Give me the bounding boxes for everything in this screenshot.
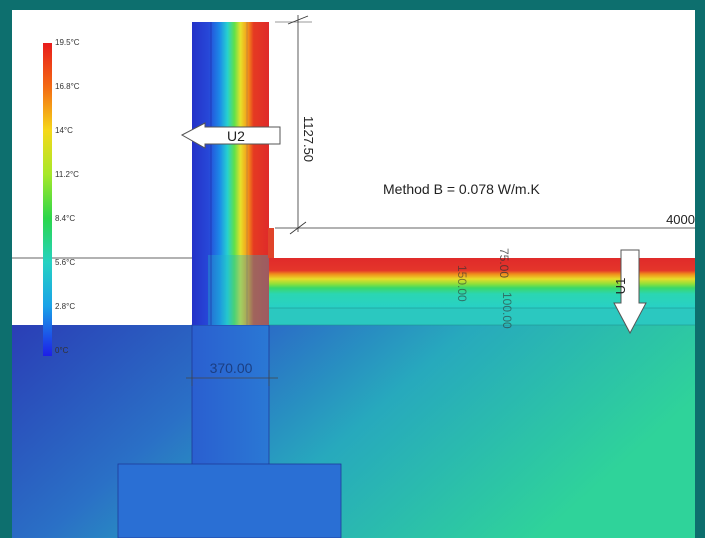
method-annotation: Method B = 0.078 W/m.K — [383, 181, 540, 197]
color-scale-label: 0°C — [55, 346, 69, 355]
wall-thickness-dimension: 370.00 — [210, 360, 253, 376]
u1-arrow: U1 — [613, 249, 647, 335]
slab-bottom-dimension: 100.00 — [500, 292, 514, 329]
color-scale-label: 14°C — [55, 126, 73, 135]
u1-label: U1 — [613, 278, 628, 295]
thermal-bridge-diagram: 19.5°C 16.8°C 14°C 11.2°C 8.4°C 5.6°C 2.8°C 0°C… — [12, 15, 695, 538]
slab-top-dimension: 75.00 — [497, 248, 511, 278]
wall-height-dimension: 1127.50 — [301, 116, 316, 162]
wall-corner-zone — [208, 255, 269, 325]
floor-base — [269, 308, 695, 325]
color-scale-label: 2.8°C — [55, 302, 75, 311]
u2-label: U2 — [227, 128, 245, 144]
wall — [192, 22, 269, 325]
color-scale-label: 19.5°C — [55, 38, 80, 47]
color-scale-label: 16.8°C — [55, 82, 80, 91]
color-scale-label: 5.6°C — [55, 258, 75, 267]
color-scale-labels: 19.5°C 16.8°C 14°C 11.2°C 8.4°C 5.6°C 2.8°C 0°C — [55, 38, 80, 355]
wall-trim — [268, 228, 274, 258]
color-scale-label: 8.4°C — [55, 214, 75, 223]
foundation-footing — [117, 463, 342, 538]
color-scale-bar — [43, 43, 52, 356]
u2-arrow: U2 — [180, 122, 281, 149]
floor-length-dimension: 4000 — [666, 212, 695, 227]
ground — [12, 325, 695, 538]
foundation-column — [191, 324, 270, 466]
diagram-frame: 19.5°C 16.8°C 14°C 11.2°C 8.4°C 5.6°C 2.8°C 0°C… — [12, 10, 695, 538]
color-scale-label: 11.2°C — [55, 170, 79, 179]
insulation-dimension: 150.00 — [455, 265, 469, 302]
